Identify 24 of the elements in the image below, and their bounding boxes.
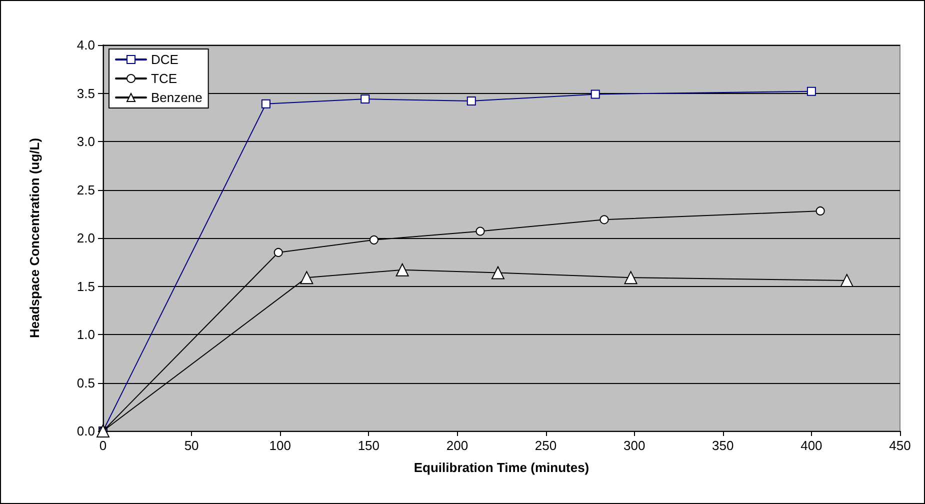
x-tick-label: 150 — [358, 438, 380, 453]
x-tick-label: 350 — [712, 438, 734, 453]
legend-label: TCE — [151, 71, 178, 86]
y-tick-label: 1.0 — [76, 327, 95, 342]
legend-label: Benzene — [151, 90, 202, 105]
y-tick-label: 0.5 — [76, 375, 95, 390]
y-tick-label: 3.0 — [76, 134, 95, 149]
x-tick-label: 0 — [99, 438, 107, 453]
y-axis-title: Headspace Concentration (ug/L) — [27, 138, 42, 338]
x-tick-label: 100 — [269, 438, 291, 453]
legend-label: DCE — [151, 52, 179, 67]
x-tick-label: 200 — [446, 438, 468, 453]
y-tick-label: 0.0 — [76, 424, 95, 438]
y-tick-label: 4.0 — [76, 38, 95, 52]
x-tick-label: 300 — [623, 438, 646, 453]
x-tick-label: 50 — [184, 438, 199, 453]
x-tick-label: 250 — [534, 438, 557, 453]
y-tick-label: 2.5 — [76, 182, 95, 198]
y-tick-label: 3.5 — [76, 86, 95, 101]
x-tick-label: 450 — [889, 438, 911, 453]
y-tick-label: 1.5 — [76, 278, 95, 294]
x-tick-label: 400 — [800, 438, 822, 453]
x-axis-title: Equilibration Time (minutes) — [414, 460, 590, 475]
y-tick-label: 2.0 — [76, 230, 95, 246]
